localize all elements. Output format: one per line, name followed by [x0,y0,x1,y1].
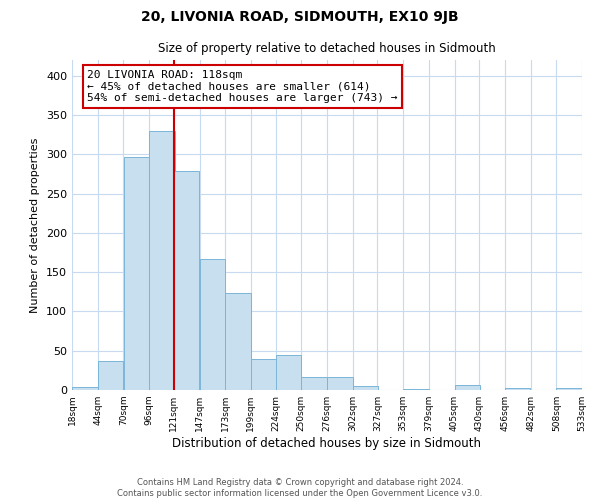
Bar [353,386,378,390]
Bar [200,259,225,390]
Bar [98,361,123,390]
Bar [174,171,199,390]
Bar [124,156,149,390]
Text: Contains HM Land Registry data © Crown copyright and database right 2024.
Contai: Contains HM Land Registry data © Crown c… [118,478,482,498]
Bar [149,132,175,390]
Bar [327,376,353,390]
Bar [226,292,251,390]
Title: Size of property relative to detached houses in Sidmouth: Size of property relative to detached ho… [158,42,496,54]
Bar [403,389,428,390]
Text: 20, LIVONIA ROAD, SIDMOUTH, EX10 9JB: 20, LIVONIA ROAD, SIDMOUTH, EX10 9JB [141,10,459,24]
Bar [251,358,277,390]
Bar [455,386,480,390]
Bar [556,388,582,390]
Bar [72,387,98,390]
Y-axis label: Number of detached properties: Number of detached properties [31,138,40,312]
Text: 20 LIVONIA ROAD: 118sqm
← 45% of detached houses are smaller (614)
54% of semi-d: 20 LIVONIA ROAD: 118sqm ← 45% of detache… [88,70,398,103]
X-axis label: Distribution of detached houses by size in Sidmouth: Distribution of detached houses by size … [173,437,482,450]
Bar [276,356,301,390]
Bar [505,388,530,390]
Bar [301,378,327,390]
